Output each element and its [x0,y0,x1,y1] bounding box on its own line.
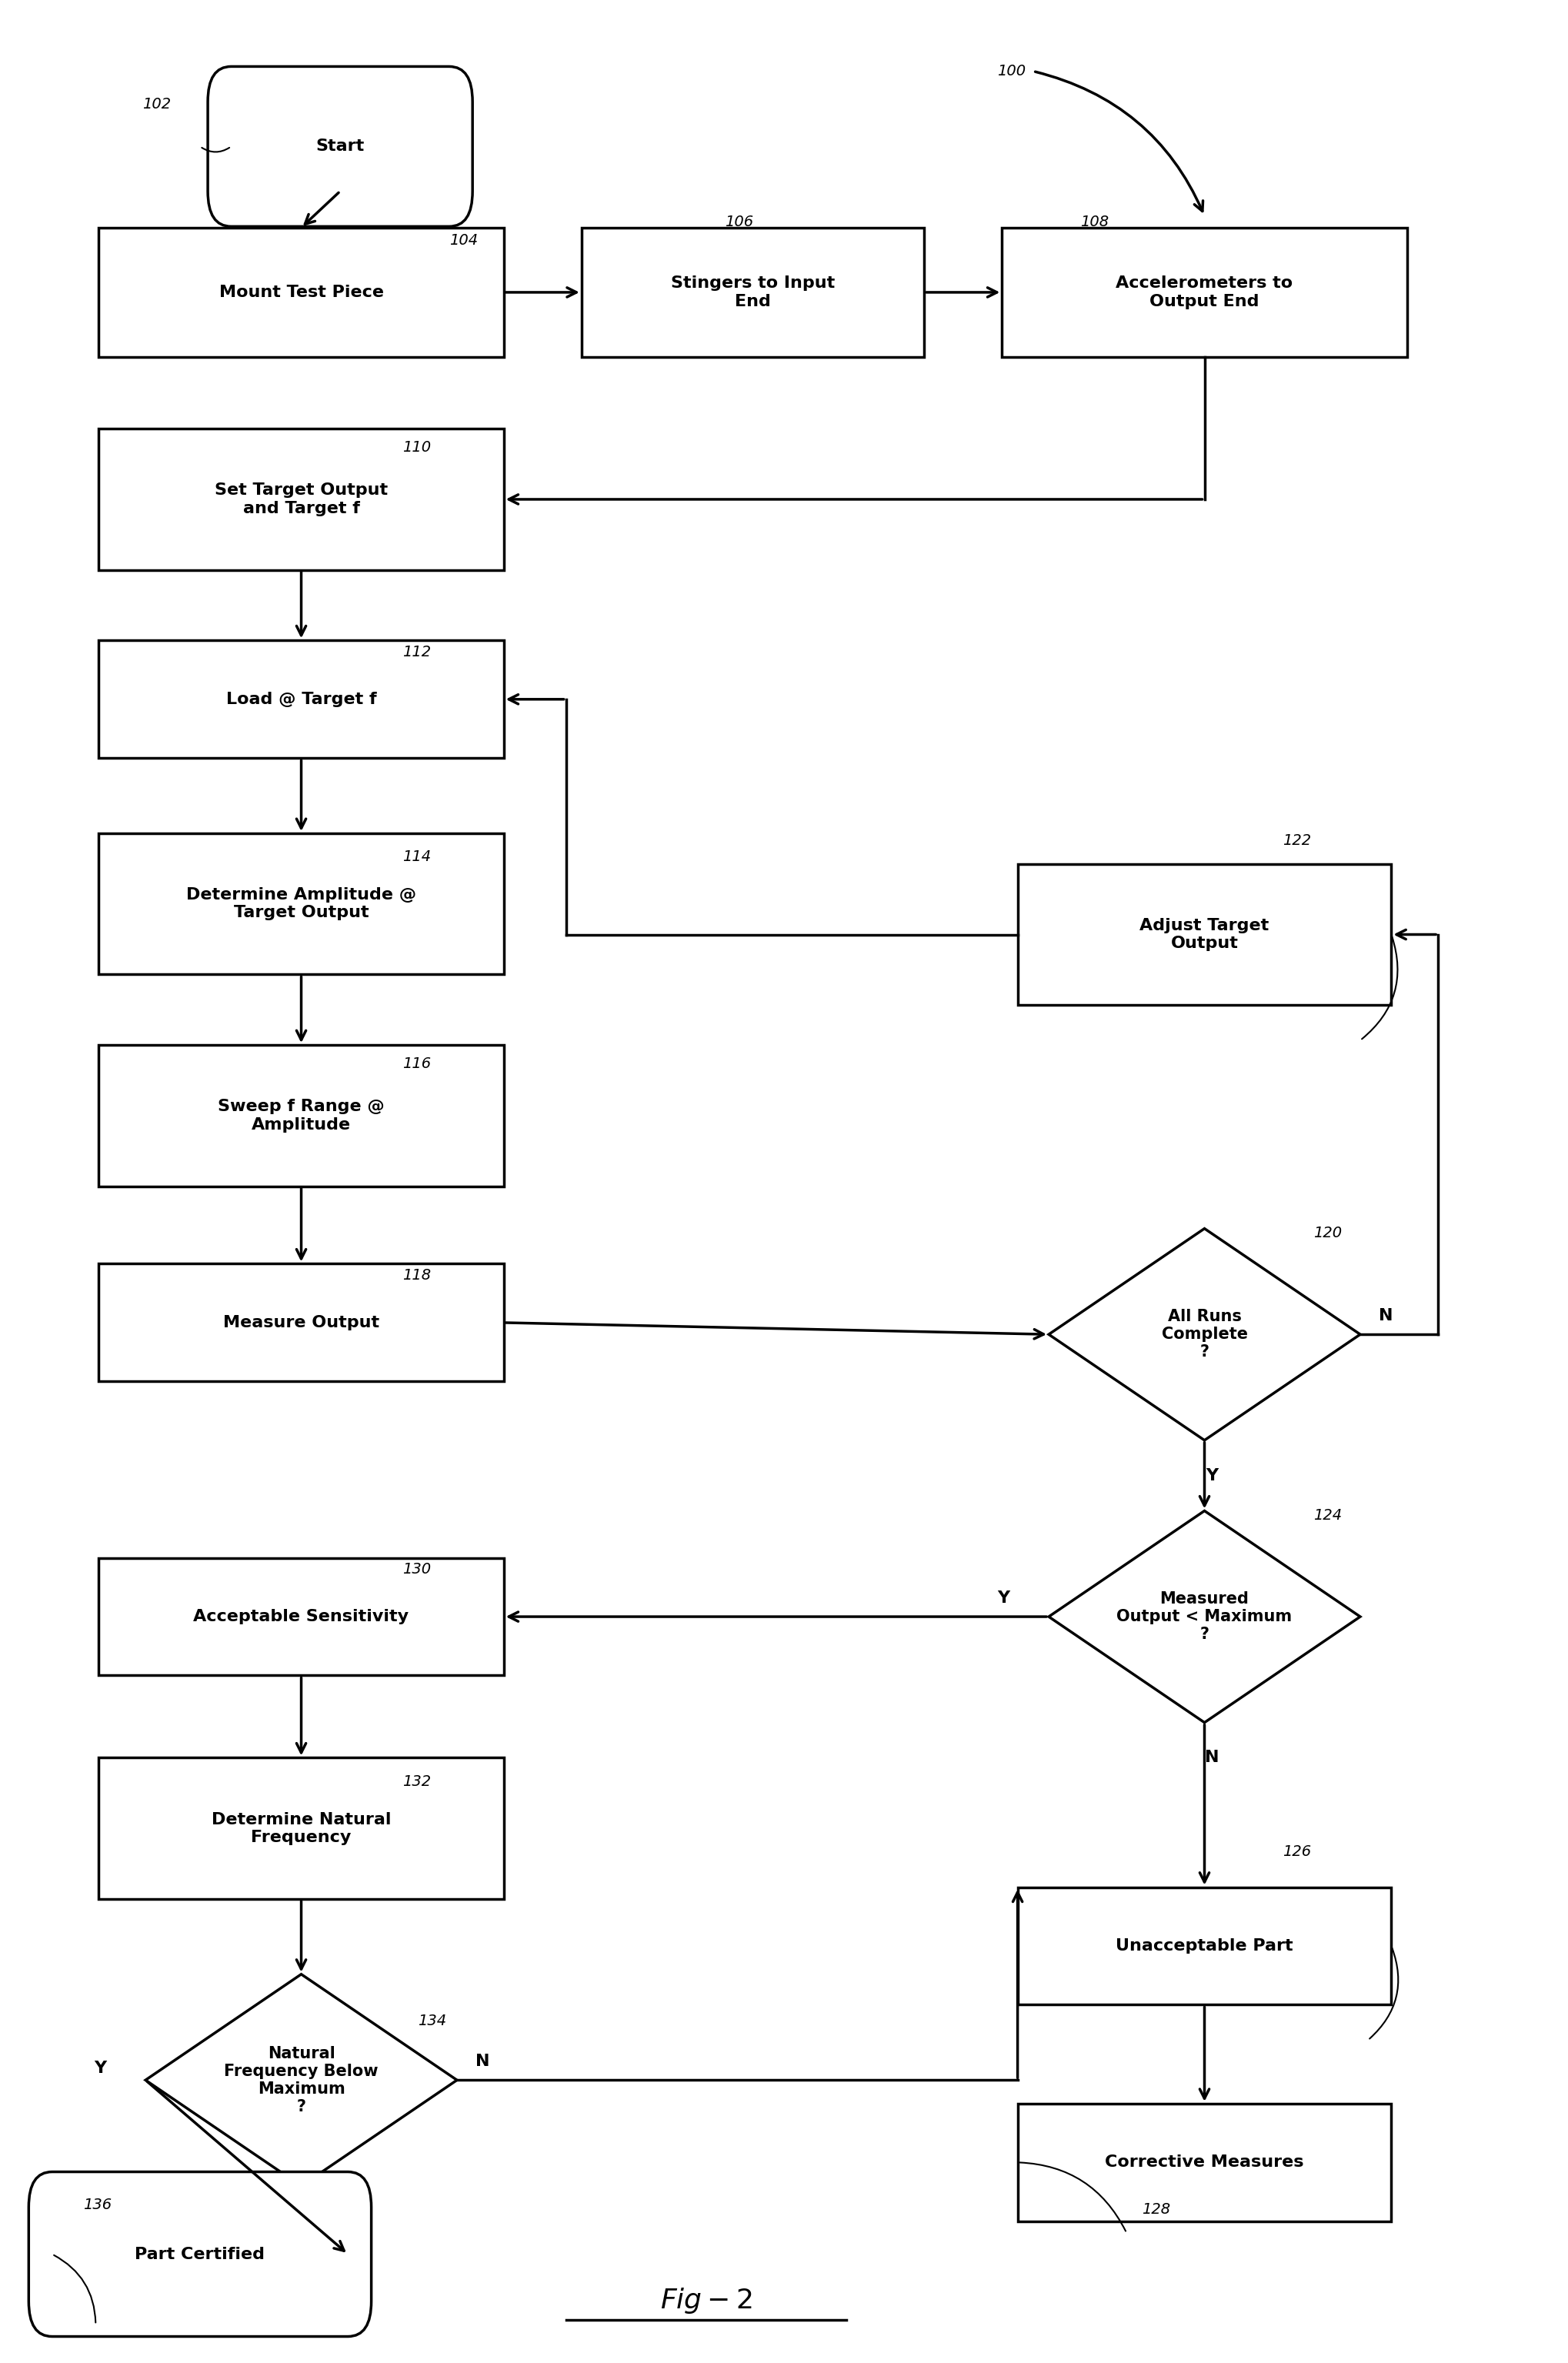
Text: 130: 130 [403,1562,431,1576]
FancyBboxPatch shape [1018,865,1391,1004]
FancyBboxPatch shape [99,640,503,759]
FancyBboxPatch shape [99,1264,503,1382]
Text: Sweep f Range @
Amplitude: Sweep f Range @ Amplitude [218,1099,384,1132]
FancyBboxPatch shape [1018,2103,1391,2221]
Text: 108: 108 [1080,215,1109,229]
Text: 134: 134 [419,2013,447,2027]
FancyBboxPatch shape [99,428,503,569]
Text: 120: 120 [1314,1226,1342,1241]
Polygon shape [146,1973,456,2186]
Text: Determine Natural
Frequency: Determine Natural Frequency [212,1812,390,1846]
Text: Acceptable Sensitivity: Acceptable Sensitivity [193,1609,409,1623]
FancyBboxPatch shape [99,1758,503,1900]
Text: Load @ Target f: Load @ Target f [226,692,376,707]
FancyBboxPatch shape [209,66,472,227]
FancyBboxPatch shape [99,834,503,974]
Text: Measured
Output < Maximum
?: Measured Output < Maximum ? [1116,1590,1292,1642]
Text: 136: 136 [83,2198,111,2212]
Text: Set Target Output
and Target f: Set Target Output and Target f [215,482,387,515]
Text: Y: Y [1206,1467,1218,1484]
FancyBboxPatch shape [1018,1888,1391,2004]
Text: Start: Start [315,139,364,154]
Text: All Runs
Complete
?: All Runs Complete ? [1162,1309,1248,1361]
Text: Y: Y [997,1590,1010,1604]
FancyBboxPatch shape [1002,227,1406,357]
FancyBboxPatch shape [99,1557,503,1675]
Text: Unacceptable Part: Unacceptable Part [1116,1938,1294,1954]
Text: Natural
Frequency Below
Maximum
?: Natural Frequency Below Maximum ? [224,2046,378,2115]
Polygon shape [1049,1510,1359,1723]
FancyBboxPatch shape [582,227,924,357]
FancyBboxPatch shape [99,1044,503,1186]
Text: 128: 128 [1142,2202,1171,2216]
Text: 106: 106 [724,215,753,229]
Text: 114: 114 [403,851,431,865]
Text: Y: Y [94,2061,107,2077]
FancyBboxPatch shape [28,2172,372,2337]
Text: Part Certified: Part Certified [135,2247,265,2261]
Text: 112: 112 [403,645,431,659]
Text: Accelerometers to
Output End: Accelerometers to Output End [1116,276,1294,310]
Text: Measure Output: Measure Output [223,1314,379,1330]
Text: 100: 100 [997,64,1025,78]
Text: N: N [1378,1307,1392,1323]
Text: Stingers to Input
End: Stingers to Input End [671,276,834,310]
Text: 104: 104 [448,234,478,248]
Text: 122: 122 [1283,834,1311,848]
Text: 110: 110 [403,440,431,456]
Text: N: N [475,2053,489,2070]
Text: 126: 126 [1283,1846,1311,1860]
Text: 124: 124 [1314,1508,1342,1522]
Text: N: N [1206,1751,1220,1765]
Text: 116: 116 [403,1056,431,1070]
Text: 102: 102 [143,97,171,111]
Polygon shape [1049,1229,1359,1441]
Text: Determine Amplitude @
Target Output: Determine Amplitude @ Target Output [187,888,416,922]
Text: $\it{Fig-2}$: $\it{Fig-2}$ [660,2285,753,2316]
Text: Adjust Target
Output: Adjust Target Output [1140,917,1269,952]
Text: Corrective Measures: Corrective Measures [1105,2155,1305,2169]
Text: 118: 118 [403,1269,431,1283]
Text: Mount Test Piece: Mount Test Piece [220,284,384,300]
FancyBboxPatch shape [99,227,503,357]
Text: 132: 132 [403,1775,431,1789]
